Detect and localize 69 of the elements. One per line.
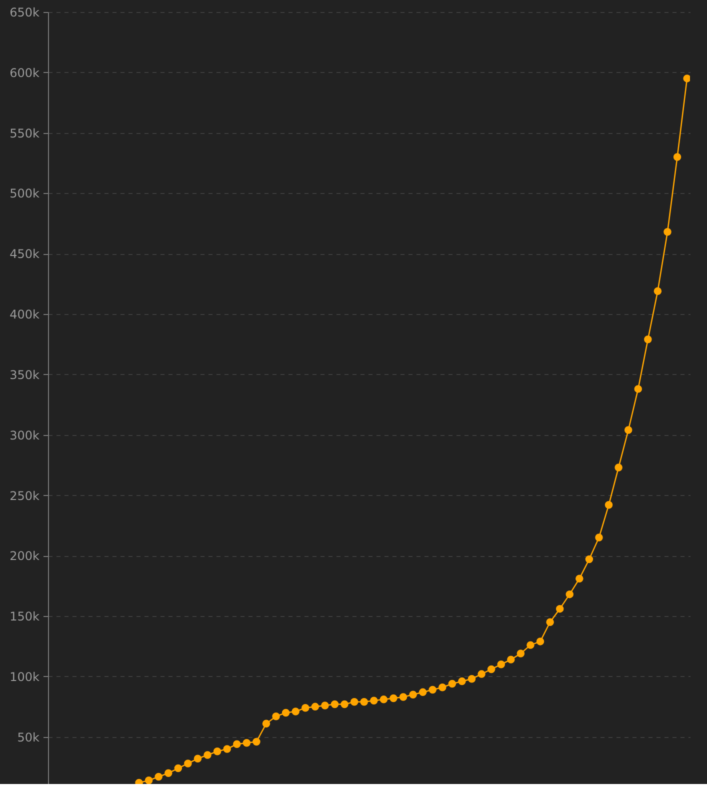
point (497, 660, 505, 668)
point (262, 720, 270, 728)
point (154, 772, 162, 781)
point (204, 751, 212, 759)
y-tick-label: 200k (10, 549, 40, 564)
point (292, 708, 300, 716)
point (624, 426, 632, 434)
point (644, 336, 652, 344)
point (330, 700, 339, 708)
y-tick-label: 150k (10, 610, 40, 624)
point (546, 618, 554, 626)
point (507, 656, 515, 664)
point (311, 702, 320, 711)
point (438, 683, 446, 692)
point (576, 574, 584, 582)
point (370, 696, 378, 705)
point (664, 228, 672, 236)
point (164, 769, 172, 777)
y-tick-label: 650k (10, 6, 40, 20)
point (566, 590, 574, 598)
point (409, 690, 417, 698)
point (526, 641, 534, 649)
y-tick-label: 500k (10, 186, 40, 201)
point (634, 385, 642, 393)
point (321, 702, 329, 710)
point (516, 650, 525, 658)
point (380, 696, 388, 704)
point (242, 739, 251, 747)
y-tick-label: 50k (17, 730, 40, 744)
point (468, 675, 476, 683)
y-tick-label: 450k (10, 247, 40, 262)
point (536, 638, 544, 646)
point (585, 555, 594, 564)
point (252, 738, 260, 746)
y-tick-label: 400k (10, 308, 40, 322)
y-tick-label: 300k (10, 428, 40, 442)
y-tick-label: 550k (10, 126, 40, 140)
y-tick-label: 350k (10, 368, 40, 382)
point (399, 693, 408, 701)
point (360, 698, 368, 706)
point (213, 748, 222, 756)
y-tick-label: 100k (10, 670, 40, 684)
point (673, 153, 682, 161)
y-tick-label: 250k (10, 488, 40, 503)
point (614, 464, 622, 472)
point (654, 287, 662, 295)
point (428, 686, 436, 694)
point (487, 665, 496, 674)
point (272, 712, 280, 720)
point (184, 760, 192, 768)
point (302, 704, 310, 712)
point (390, 694, 398, 702)
point (174, 764, 182, 772)
point (194, 754, 202, 762)
point (350, 698, 358, 706)
point (458, 677, 466, 686)
point (556, 604, 564, 613)
point (448, 680, 456, 688)
point (340, 700, 348, 708)
point (233, 740, 241, 748)
point (144, 776, 153, 784)
point (282, 708, 290, 717)
point (223, 745, 231, 753)
point (478, 670, 486, 678)
point (418, 688, 427, 696)
y-tick-label: 600k (10, 66, 40, 80)
point (595, 534, 603, 542)
point (604, 501, 613, 509)
point (683, 74, 690, 82)
